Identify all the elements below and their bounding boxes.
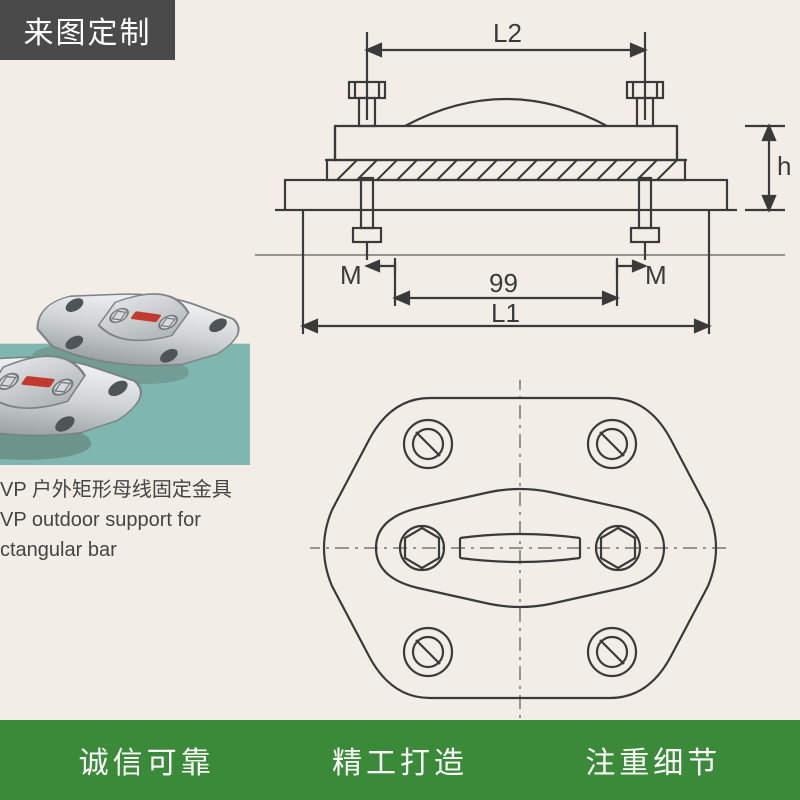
page: 来图定制	[0, 0, 800, 800]
product-photo	[0, 205, 250, 465]
custom-badge: 来图定制	[0, 0, 175, 60]
slogan-3: 注重细节	[585, 738, 721, 782]
tech-drawing-side-svg: L2	[245, 10, 795, 340]
dim-M-right: M	[645, 260, 667, 290]
tech-drawing-plan-svg	[310, 380, 730, 720]
tech-drawing-plan	[310, 380, 730, 720]
dim-M-left: M	[340, 260, 362, 290]
caption-line-3: ctangular bar	[0, 535, 260, 565]
footer-strip: 诚信可靠 精工打造 注重细节	[0, 720, 800, 800]
product-caption: VP 户外矩形母线固定金具 VP outdoor support for cta…	[0, 475, 260, 565]
dim-h: h	[777, 151, 791, 181]
caption-line-2: VP outdoor support for	[0, 505, 260, 535]
dim-L1: L1	[491, 298, 520, 328]
dim-99: 99	[489, 268, 518, 298]
slogan-1: 诚信可靠	[79, 738, 215, 782]
custom-badge-text: 来图定制	[24, 8, 152, 52]
dim-L2: L2	[493, 18, 522, 48]
product-photo-svg	[0, 205, 250, 465]
slogan-2: 精工打造	[332, 738, 468, 782]
caption-line-1: VP 户外矩形母线固定金具	[0, 475, 260, 505]
tech-drawing-side: L2	[245, 10, 795, 340]
